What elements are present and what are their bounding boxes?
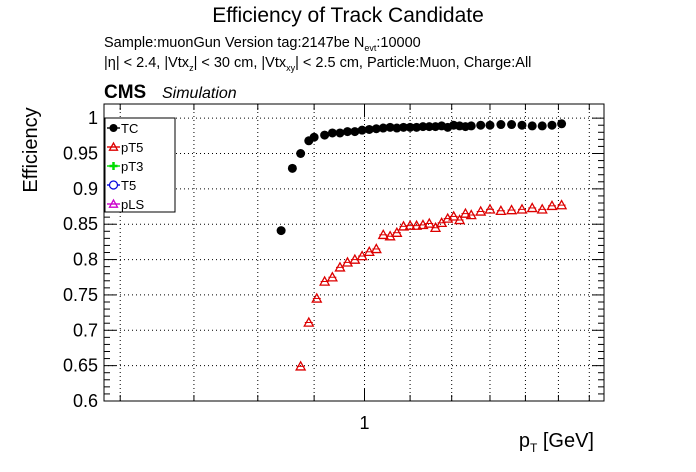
TC-point <box>517 120 527 130</box>
TC-point <box>320 130 330 140</box>
TC-point <box>547 120 557 130</box>
pT5-point <box>370 243 382 254</box>
pT5-point <box>334 261 346 272</box>
pT5-point <box>295 360 307 371</box>
TC-point <box>507 120 517 130</box>
pT5-point <box>516 203 528 214</box>
TC-point <box>309 132 319 142</box>
TC-point <box>476 120 486 130</box>
pT5-point <box>311 292 323 303</box>
pT5-point <box>546 199 558 211</box>
y-tick-label: 0.75 <box>63 285 98 305</box>
y-tick-label: 0.95 <box>63 144 98 164</box>
y-tick-label: 0.65 <box>63 356 98 376</box>
simulation-label: Simulation <box>162 85 237 102</box>
pT5-point <box>319 275 331 286</box>
TC-point <box>405 122 415 132</box>
TC-point <box>418 122 428 132</box>
TC-point <box>537 121 547 131</box>
pT5-point <box>404 219 416 230</box>
TC-point <box>385 122 395 132</box>
legend-label-pLS: pLS <box>121 197 144 212</box>
y-tick-label: 0.85 <box>63 214 98 234</box>
pT5-point <box>423 217 435 228</box>
TC-point <box>557 119 567 129</box>
pT5-point <box>391 226 403 237</box>
y-tick-label: 0.9 <box>73 179 98 199</box>
TC-point <box>496 120 506 130</box>
legend-label-pT5: pT5 <box>121 140 143 155</box>
y-axis-label: Efficiency <box>20 107 42 192</box>
TC-point <box>424 122 434 132</box>
pT5-point <box>465 209 477 220</box>
x-axis-label: pT [GeV] <box>519 430 594 455</box>
legend-marker-pLS <box>108 198 119 208</box>
y-tick-label: 1 <box>88 108 98 128</box>
TC-point <box>399 122 409 132</box>
TC-point <box>342 127 352 137</box>
TC-point <box>296 149 306 158</box>
cms-label: CMS <box>104 82 147 103</box>
pT5-point <box>448 210 460 221</box>
TC-point <box>466 121 476 131</box>
TC-point <box>371 124 381 134</box>
TC-point <box>364 124 374 134</box>
pT5-point <box>555 199 568 210</box>
selection-cuts-line: |η| < 2.4, |Vtxz| < 30 cm, |Vtxxy| < 2.5… <box>104 55 532 73</box>
pT5-point <box>475 205 487 216</box>
pT5-point <box>505 204 518 215</box>
pT5-point <box>459 207 472 218</box>
pT5-point <box>495 204 507 216</box>
pT5-point <box>377 228 389 240</box>
legend-label-TC: TC <box>121 121 138 136</box>
pT5-point <box>397 220 410 231</box>
y-tick-label: 0.8 <box>73 250 98 270</box>
legend-label-pT3: pT3 <box>121 159 143 174</box>
pT5-point <box>410 219 423 230</box>
legend-marker-pT5 <box>108 141 119 151</box>
plot-frame <box>103 103 605 402</box>
TC-point <box>527 121 537 131</box>
y-tick-label: 0.7 <box>73 320 98 340</box>
pT5-point <box>526 202 538 213</box>
pT5-point <box>454 214 466 225</box>
pT5-point <box>341 256 354 267</box>
pT5-point <box>429 221 442 233</box>
sample-info-line: Sample:muonGun Version tag:2147be Nevt:1… <box>104 35 421 53</box>
chart-title: Efficiency of Track Candidate <box>212 4 484 27</box>
legend-label-T5: T5 <box>121 178 136 193</box>
TC-point <box>392 123 402 133</box>
legend: TC pT5 pT3 T5 pLS <box>104 117 176 213</box>
TC-point <box>287 163 297 173</box>
pT5-point <box>417 219 429 230</box>
pT5-point <box>349 253 361 264</box>
TC-point <box>276 226 286 236</box>
TC-point <box>335 128 345 138</box>
pT5-point <box>536 203 548 214</box>
legend-marker-T5 <box>108 180 119 190</box>
pT5-point <box>484 203 496 214</box>
TC-point <box>378 123 388 133</box>
pT5-point <box>303 316 315 327</box>
TC-point <box>357 125 367 135</box>
TC-point <box>485 120 495 130</box>
TC-point <box>350 127 360 137</box>
x-tick-label: 1 <box>360 413 370 433</box>
y-tick-label: 0.6 <box>73 391 98 411</box>
TC-point <box>327 128 337 138</box>
pT5-point <box>363 245 375 257</box>
legend-marker-pT3 <box>109 162 118 170</box>
pT5-point <box>326 271 338 282</box>
legend-marker-TC <box>109 124 118 132</box>
